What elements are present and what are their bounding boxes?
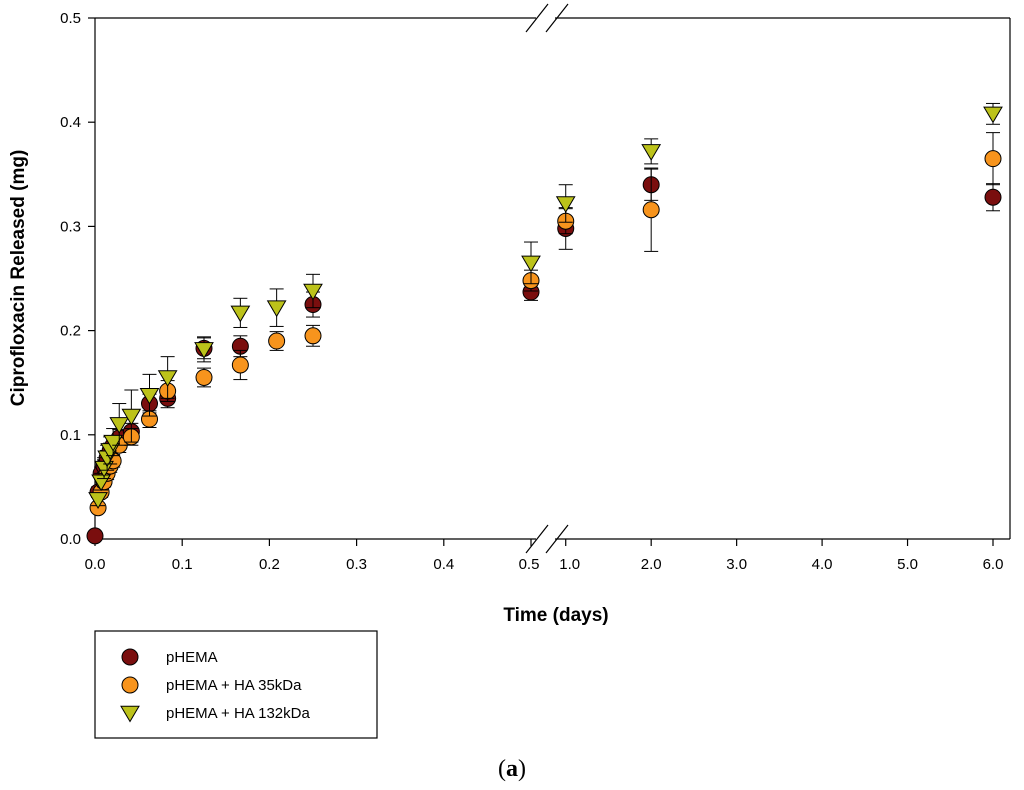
data-point [641, 144, 662, 161]
y-axis-title: Ciprofloxacin Released (mg) [8, 150, 29, 407]
y-tick-label: 0.5 [60, 10, 81, 27]
x-tick-label: 0.0 [85, 556, 106, 573]
legend-label: pHEMA [166, 649, 218, 666]
data-point [984, 150, 1002, 168]
x-axis-title: Time (days) [503, 605, 608, 626]
data-point [230, 305, 251, 323]
data-point [195, 368, 213, 386]
caption-open: ( [498, 756, 506, 782]
x-tick-label: 0.1 [172, 556, 193, 573]
y-tick-label: 0.0 [60, 531, 81, 548]
data-layer [86, 102, 1003, 545]
x-tick-label: 3.0 [726, 556, 747, 573]
data-point [983, 106, 1003, 124]
axis-break-mark-top-1 [525, 3, 549, 33]
data-point [139, 387, 160, 405]
x-tick-label: 0.3 [346, 556, 367, 573]
axis-break-mark-top-2 [545, 3, 569, 33]
data-point [194, 342, 214, 359]
data-point [642, 201, 660, 219]
x-tick-label: 6.0 [983, 556, 1004, 573]
legend-label: pHEMA + HA 132kDa [166, 705, 310, 722]
data-point [984, 188, 1002, 206]
caption-close: ) [518, 756, 526, 782]
x-tick-label: 0.5 [519, 556, 540, 573]
caption-letter: a [506, 756, 518, 782]
data-point [103, 434, 124, 452]
y-tick-label: 0.3 [60, 218, 81, 235]
axis-break-mark-bottom-1 [525, 524, 549, 554]
data-point [266, 300, 287, 318]
data-point [109, 417, 130, 434]
legend-label: pHEMA + HA 35kDa [166, 677, 302, 694]
data-point [303, 283, 323, 301]
x-tick-label: 0.4 [433, 556, 454, 573]
x-tick-label: 0.2 [259, 556, 280, 573]
x-tick-label: 1.0 [559, 556, 580, 573]
series-3 [88, 102, 1003, 509]
data-point [121, 408, 142, 426]
legend-marker [121, 676, 139, 694]
data-point [86, 527, 104, 545]
data-point [555, 196, 576, 214]
data-point [521, 255, 541, 273]
data-point [268, 332, 286, 350]
data-point [231, 356, 249, 374]
y-tick-label: 0.2 [60, 323, 81, 340]
y-tick-label: 0.1 [60, 427, 81, 444]
figure-caption: (a) [0, 756, 1024, 783]
y-tick-label: 0.4 [60, 114, 81, 131]
axes-layer: 0.0 0.1 0.2 0.3 0.4 0.5 0.0 0.1 0.2 0.3 0.4 0.5 1.0 2… [8, 3, 1011, 626]
data-point [304, 327, 322, 345]
series-1 [86, 168, 1002, 545]
x-tick-label: 2.0 [641, 556, 662, 573]
legend-marker [121, 648, 139, 666]
series-2 [89, 132, 1002, 517]
data-point [157, 370, 178, 388]
axis-break-mark-bottom-2 [545, 524, 569, 554]
legend-box [94, 630, 378, 739]
x-tick-label: 5.0 [897, 556, 918, 573]
legend: pHEMA pHEMA + HA 35kDa pHEMA + HA 132kDa [94, 630, 378, 739]
data-point [88, 492, 108, 509]
x-tick-label: 4.0 [812, 556, 833, 573]
legend-marker [120, 705, 140, 723]
